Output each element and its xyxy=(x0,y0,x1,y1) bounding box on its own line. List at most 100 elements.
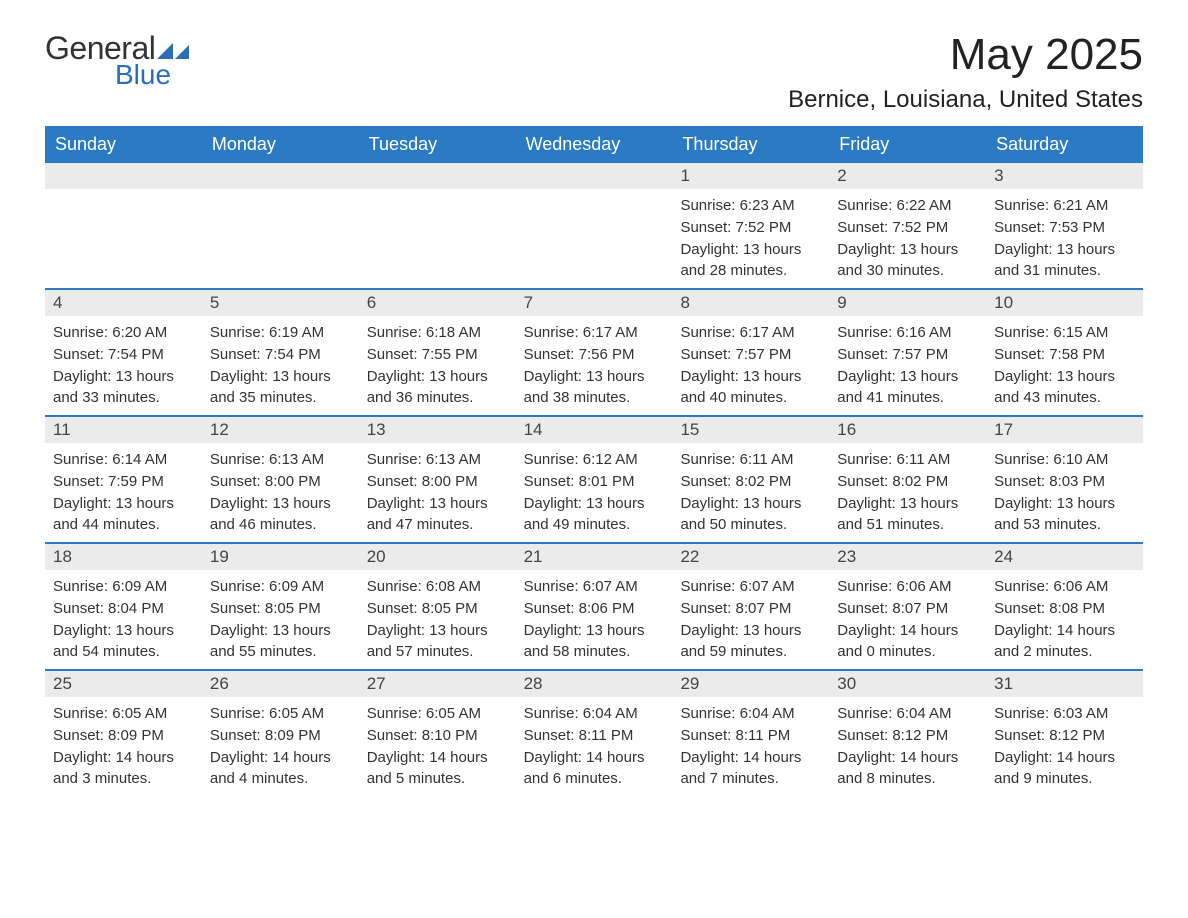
day-number: 27 xyxy=(359,671,516,697)
day-number: 16 xyxy=(829,417,986,443)
sunrise-line: Sunrise: 6:21 AM xyxy=(994,195,1135,216)
day-header-monday: Monday xyxy=(202,126,359,163)
daylight-line: Daylight: 14 hours and 9 minutes. xyxy=(994,747,1135,789)
sunrise-line: Sunrise: 6:04 AM xyxy=(524,703,665,724)
day-content: Sunrise: 6:10 AMSunset: 8:03 PMDaylight:… xyxy=(986,443,1143,542)
day-content: Sunrise: 6:05 AMSunset: 8:10 PMDaylight:… xyxy=(359,697,516,796)
day-cell: 20Sunrise: 6:08 AMSunset: 8:05 PMDayligh… xyxy=(359,544,516,669)
daylight-line: Daylight: 13 hours and 47 minutes. xyxy=(367,493,508,535)
day-number: 24 xyxy=(986,544,1143,570)
daylight-line: Daylight: 13 hours and 33 minutes. xyxy=(53,366,194,408)
sunrise-line: Sunrise: 6:11 AM xyxy=(680,449,821,470)
sunrise-line: Sunrise: 6:20 AM xyxy=(53,322,194,343)
day-header-wednesday: Wednesday xyxy=(516,126,673,163)
sunrise-line: Sunrise: 6:16 AM xyxy=(837,322,978,343)
day-content: Sunrise: 6:16 AMSunset: 7:57 PMDaylight:… xyxy=(829,316,986,415)
sunset-line: Sunset: 7:57 PM xyxy=(837,344,978,365)
day-number: 20 xyxy=(359,544,516,570)
sunrise-line: Sunrise: 6:08 AM xyxy=(367,576,508,597)
daylight-line: Daylight: 14 hours and 6 minutes. xyxy=(524,747,665,789)
sunset-line: Sunset: 8:07 PM xyxy=(837,598,978,619)
day-cell: 10Sunrise: 6:15 AMSunset: 7:58 PMDayligh… xyxy=(986,290,1143,415)
day-number: 18 xyxy=(45,544,202,570)
day-number: 31 xyxy=(986,671,1143,697)
location: Bernice, Louisiana, United States xyxy=(788,86,1143,114)
week-row: 18Sunrise: 6:09 AMSunset: 8:04 PMDayligh… xyxy=(45,542,1143,669)
day-number: 5 xyxy=(202,290,359,316)
day-content: Sunrise: 6:20 AMSunset: 7:54 PMDaylight:… xyxy=(45,316,202,415)
sunrise-line: Sunrise: 6:09 AM xyxy=(210,576,351,597)
day-content: Sunrise: 6:14 AMSunset: 7:59 PMDaylight:… xyxy=(45,443,202,542)
day-content: Sunrise: 6:07 AMSunset: 8:06 PMDaylight:… xyxy=(516,570,673,669)
day-content: Sunrise: 6:04 AMSunset: 8:12 PMDaylight:… xyxy=(829,697,986,796)
daylight-line: Daylight: 13 hours and 31 minutes. xyxy=(994,239,1135,281)
day-cell: 15Sunrise: 6:11 AMSunset: 8:02 PMDayligh… xyxy=(672,417,829,542)
day-content: Sunrise: 6:05 AMSunset: 8:09 PMDaylight:… xyxy=(202,697,359,796)
day-cell: 3Sunrise: 6:21 AMSunset: 7:53 PMDaylight… xyxy=(986,163,1143,288)
daylight-line: Daylight: 14 hours and 5 minutes. xyxy=(367,747,508,789)
triangle-icon xyxy=(157,39,189,59)
sunset-line: Sunset: 8:04 PM xyxy=(53,598,194,619)
logo-text-blue: Blue xyxy=(115,59,171,91)
day-cell: 31 Sunrise: 6:03 AMSunset: 8:12 PMDayligh… xyxy=(986,671,1143,796)
day-number: 1 xyxy=(672,163,829,189)
sunrise-line: Sunrise: 6:05 AM xyxy=(53,703,194,724)
day-content: Sunrise: 6:13 AMSunset: 8:00 PMDaylight:… xyxy=(359,443,516,542)
sunset-line: Sunset: 8:02 PM xyxy=(680,471,821,492)
daylight-line: Daylight: 13 hours and 40 minutes. xyxy=(680,366,821,408)
sunset-line: Sunset: 8:12 PM xyxy=(994,725,1135,746)
day-number: 29 xyxy=(672,671,829,697)
sunrise-line: Sunrise: 6:07 AM xyxy=(524,576,665,597)
sunrise-line: Sunrise: 6:03 AM xyxy=(994,703,1135,724)
day-cell: 23Sunrise: 6:06 AMSunset: 8:07 PMDayligh… xyxy=(829,544,986,669)
day-cell: 9Sunrise: 6:16 AMSunset: 7:57 PMDaylight… xyxy=(829,290,986,415)
day-number: 11 xyxy=(45,417,202,443)
sunset-line: Sunset: 7:54 PM xyxy=(53,344,194,365)
day-content: Sunrise: 6:23 AMSunset: 7:52 PMDaylight:… xyxy=(672,189,829,288)
day-content: Sunrise: 6:18 AMSunset: 7:55 PMDaylight:… xyxy=(359,316,516,415)
day-number: 4 xyxy=(45,290,202,316)
day-number: 21 xyxy=(516,544,673,570)
day-cell: 27Sunrise: 6:05 AMSunset: 8:10 PMDayligh… xyxy=(359,671,516,796)
sunrise-line: Sunrise: 6:11 AM xyxy=(837,449,978,470)
sunset-line: Sunset: 8:05 PM xyxy=(367,598,508,619)
day-cell: 17Sunrise: 6:10 AMSunset: 8:03 PMDayligh… xyxy=(986,417,1143,542)
sunset-line: Sunset: 7:57 PM xyxy=(680,344,821,365)
sunrise-line: Sunrise: 6:22 AM xyxy=(837,195,978,216)
day-cell: 1Sunrise: 6:23 AMSunset: 7:52 PMDaylight… xyxy=(672,163,829,288)
day-number xyxy=(45,163,202,189)
day-number xyxy=(359,163,516,189)
day-number: 9 xyxy=(829,290,986,316)
day-content: Sunrise: 6:04 AMSunset: 8:11 PMDaylight:… xyxy=(672,697,829,796)
day-cell: 26Sunrise: 6:05 AMSunset: 8:09 PMDayligh… xyxy=(202,671,359,796)
day-cell: 24Sunrise: 6:06 AMSunset: 8:08 PMDayligh… xyxy=(986,544,1143,669)
day-content: Sunrise: 6:08 AMSunset: 8:05 PMDaylight:… xyxy=(359,570,516,669)
day-cell xyxy=(359,163,516,288)
sunset-line: Sunset: 8:12 PM xyxy=(837,725,978,746)
sunset-line: Sunset: 8:10 PM xyxy=(367,725,508,746)
day-cell: 16Sunrise: 6:11 AMSunset: 8:02 PMDayligh… xyxy=(829,417,986,542)
daylight-line: Daylight: 13 hours and 55 minutes. xyxy=(210,620,351,662)
sunset-line: Sunset: 7:55 PM xyxy=(367,344,508,365)
day-header-row: SundayMondayTuesdayWednesdayThursdayFrid… xyxy=(45,126,1143,163)
day-cell: 29Sunrise: 6:04 AMSunset: 8:11 PMDayligh… xyxy=(672,671,829,796)
day-content: Sunrise: 6:15 AMSunset: 7:58 PMDaylight:… xyxy=(986,316,1143,415)
day-content: Sunrise: 6:21 AMSunset: 7:53 PMDaylight:… xyxy=(986,189,1143,288)
sunset-line: Sunset: 7:53 PM xyxy=(994,217,1135,238)
day-content: Sunrise: 6:17 AMSunset: 7:57 PMDaylight:… xyxy=(672,316,829,415)
daylight-line: Daylight: 14 hours and 4 minutes. xyxy=(210,747,351,789)
day-number: 12 xyxy=(202,417,359,443)
day-cell: 12Sunrise: 6:13 AMSunset: 8:00 PMDayligh… xyxy=(202,417,359,542)
daylight-line: Daylight: 14 hours and 2 minutes. xyxy=(994,620,1135,662)
day-number: 25 xyxy=(45,671,202,697)
sunset-line: Sunset: 8:02 PM xyxy=(837,471,978,492)
day-header-sunday: Sunday xyxy=(45,126,202,163)
day-number: 26 xyxy=(202,671,359,697)
sunset-line: Sunset: 8:05 PM xyxy=(210,598,351,619)
day-cell: 28Sunrise: 6:04 AMSunset: 8:11 PMDayligh… xyxy=(516,671,673,796)
day-content: Sunrise: 6:09 AMSunset: 8:05 PMDaylight:… xyxy=(202,570,359,669)
sunrise-line: Sunrise: 6:09 AM xyxy=(53,576,194,597)
sunrise-line: Sunrise: 6:12 AM xyxy=(524,449,665,470)
day-content: Sunrise: 6:09 AMSunset: 8:04 PMDaylight:… xyxy=(45,570,202,669)
day-number: 15 xyxy=(672,417,829,443)
